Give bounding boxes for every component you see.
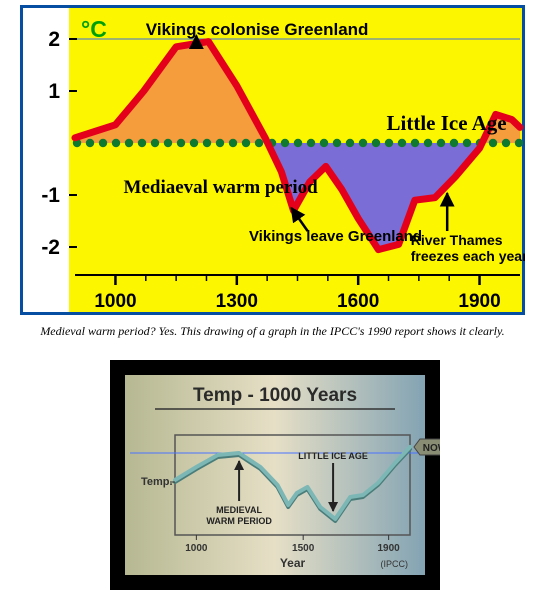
- x-tick: 1300: [216, 291, 258, 312]
- caption-text: Medieval warm period? Yes. This drawing …: [20, 324, 525, 339]
- label-thames: freezes each year: [411, 248, 525, 264]
- y-tick: -1: [41, 184, 60, 207]
- bottom-xlabel: Year: [280, 556, 306, 570]
- x-tick: 1600: [337, 291, 379, 312]
- bottom-ylabel: Temp.: [141, 476, 173, 488]
- y-unit-label: °C: [81, 16, 107, 42]
- now-badge: NOW: [423, 443, 440, 454]
- label-little-ice-age: Little Ice Age: [387, 111, 507, 135]
- bottom-label-lia: LITTLE ICE AGE: [298, 451, 368, 461]
- bottom-label-medieval: MEDIEVAL: [216, 505, 262, 515]
- y-tick: 1: [48, 80, 60, 103]
- y-gutter: [20, 8, 69, 312]
- bottom-xtick: 1000: [185, 543, 208, 554]
- top-chart: °C 2 1 -1 -2 1000 1300 1600 1900 Vikings colonise…: [20, 5, 525, 315]
- bottom-chart: Temp - 1000 Years Temp. 1000 1500 1900 Year (I…: [110, 360, 440, 590]
- label-medieval: Mediaeval warm period: [124, 177, 319, 198]
- y-tick: -2: [41, 236, 60, 259]
- bottom-xtick: 1900: [378, 543, 401, 554]
- label-thames: River Thames: [411, 232, 503, 248]
- bottom-source: (IPCC): [381, 559, 409, 569]
- label-vikings-leave: Vikings leave Greenland: [249, 228, 422, 245]
- x-tick: 1900: [458, 291, 500, 312]
- x-tick: 1000: [94, 291, 136, 312]
- bottom-xtick: 1500: [292, 543, 315, 554]
- bottom-label-medieval: WARM PERIOD: [206, 516, 272, 526]
- label-vikings-colonise: Vikings colonise Greenland: [146, 20, 369, 39]
- y-tick: 2: [48, 28, 60, 51]
- bottom-title: Temp - 1000 Years: [193, 385, 357, 406]
